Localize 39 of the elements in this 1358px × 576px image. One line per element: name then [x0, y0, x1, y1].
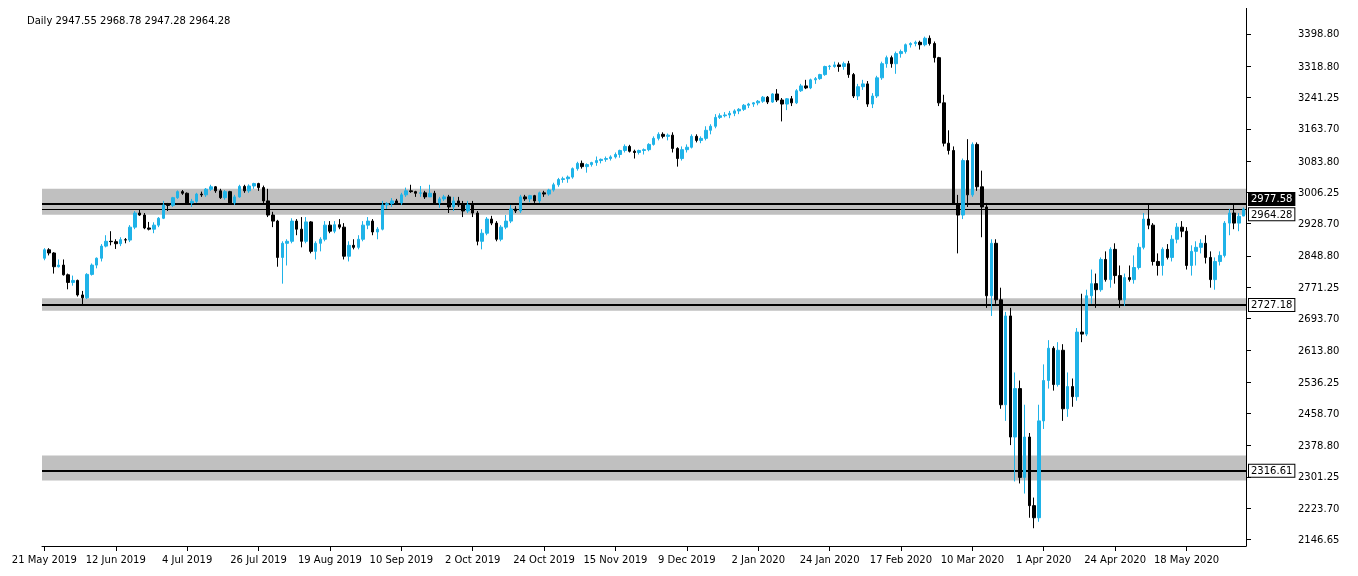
y-tick-label: 3318.80 — [1298, 60, 1340, 72]
y-tick-label: 2928.70 — [1298, 218, 1340, 230]
y-tick-label: 2613.80 — [1298, 345, 1340, 357]
x-tick-label: 10 Mar 2020 — [940, 553, 1005, 565]
x-tick-label: 24 Jan 2020 — [799, 553, 860, 565]
y-tick-label: 3083.80 — [1298, 155, 1340, 167]
y-tick-label: 3163.70 — [1298, 123, 1340, 135]
x-tick-label: 18 May 2020 — [1153, 553, 1220, 565]
x-tick-label: 19 Aug 2019 — [297, 553, 362, 565]
ref-line-label: 2977.58 — [1251, 193, 1293, 205]
y-tick-label: 2301.25 — [1298, 471, 1340, 483]
y-tick-label: 2693.70 — [1298, 312, 1340, 324]
ref-line-label: 2727.18 — [1251, 299, 1293, 311]
y-tick-label: 2146.65 — [1298, 533, 1340, 545]
y-tick-label: 2223.70 — [1298, 502, 1340, 514]
y-tick-label: 2378.80 — [1298, 440, 1340, 452]
ref-line-label: 2964.28 — [1251, 208, 1293, 220]
y-tick-label: 2771.25 — [1298, 281, 1340, 293]
x-tick-label: 15 Nov 2019 — [583, 553, 648, 565]
x-tick-label: 24 Oct 2019 — [513, 553, 575, 565]
x-tick-label: 21 May 2019 — [11, 553, 77, 565]
x-tick-label: 17 Feb 2020 — [869, 553, 933, 565]
x-tick-label: 26 Jul 2019 — [230, 553, 287, 565]
ref-line-label: 2316.61 — [1251, 465, 1293, 477]
y-tick-label: 3241.25 — [1298, 92, 1340, 103]
y-tick-label: 2458.70 — [1298, 407, 1340, 419]
x-tick-label: 1 Apr 2020 — [1016, 553, 1072, 565]
x-tick-label: 4 Jul 2019 — [162, 553, 213, 565]
y-tick-label: 3006.25 — [1298, 186, 1340, 198]
y-tick-label: 2848.80 — [1298, 250, 1340, 262]
y-tick-label: 2536.25 — [1298, 376, 1340, 388]
x-tick-label: 2 Jan 2020 — [731, 553, 786, 565]
x-tick-label: 10 Sep 2019 — [369, 553, 433, 565]
x-tick-label: 2 Oct 2019 — [444, 553, 501, 565]
text: Daily 2947.55 2968.78 2947.28 2964.28 — [27, 14, 231, 26]
y-tick-label: 3398.80 — [1298, 28, 1340, 40]
x-tick-label: 12 Jun 2019 — [85, 553, 146, 565]
x-tick-label: 24 Apr 2020 — [1084, 553, 1147, 565]
x-tick-label: 9 Dec 2019 — [658, 553, 716, 565]
